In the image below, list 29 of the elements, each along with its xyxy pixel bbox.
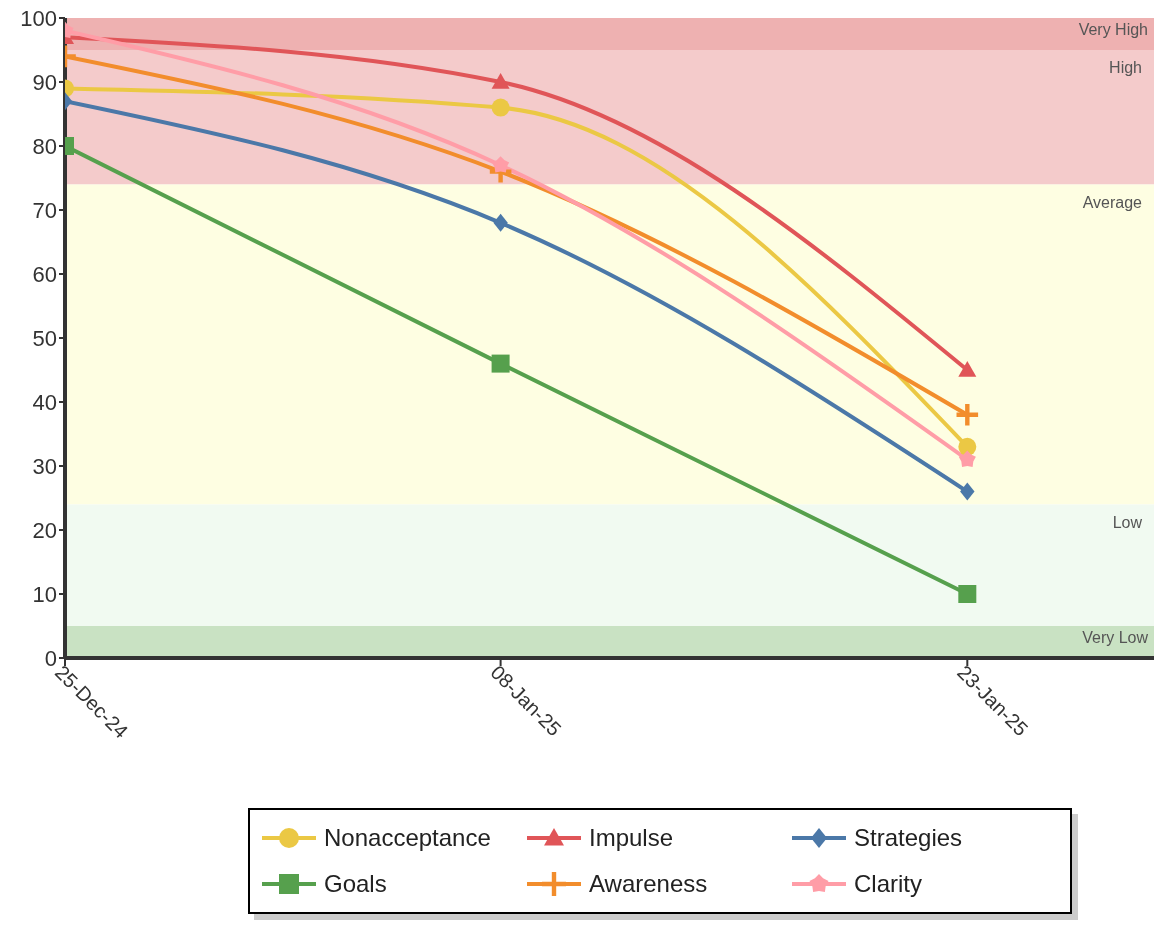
legend-label: Impulse xyxy=(589,824,674,852)
band-label: Low xyxy=(1112,513,1143,531)
band-label: High xyxy=(1109,59,1142,77)
y-tick-label: 40 xyxy=(32,389,57,415)
y-tick-label: 100 xyxy=(20,5,57,31)
y-tick-label: 30 xyxy=(32,453,57,479)
point xyxy=(956,404,979,426)
y-tick-label: 70 xyxy=(32,197,57,223)
y-tick-label: 10 xyxy=(32,581,57,607)
band-label: Very Low xyxy=(1082,629,1149,647)
y-tick-label: 20 xyxy=(32,517,57,543)
point xyxy=(958,585,977,603)
legend-label: Goals xyxy=(324,870,387,898)
point xyxy=(958,361,977,377)
band-label: Very High xyxy=(1078,21,1148,39)
point xyxy=(958,437,977,456)
point xyxy=(960,482,975,501)
y-tick-label: 80 xyxy=(32,133,57,159)
band-label: Average xyxy=(1082,193,1143,211)
y-tick-label: 50 xyxy=(32,325,57,351)
y-tick-label: 60 xyxy=(32,261,57,287)
legend-label: Strategies xyxy=(854,824,963,852)
legend-label: Awareness xyxy=(589,870,708,898)
legend-label: Clarity xyxy=(854,870,923,898)
point xyxy=(492,156,510,173)
legend-label: Nonacceptance xyxy=(324,824,491,852)
y-tick-label: 0 xyxy=(44,645,57,671)
point xyxy=(958,450,976,467)
y-tick-label: 90 xyxy=(32,69,57,95)
